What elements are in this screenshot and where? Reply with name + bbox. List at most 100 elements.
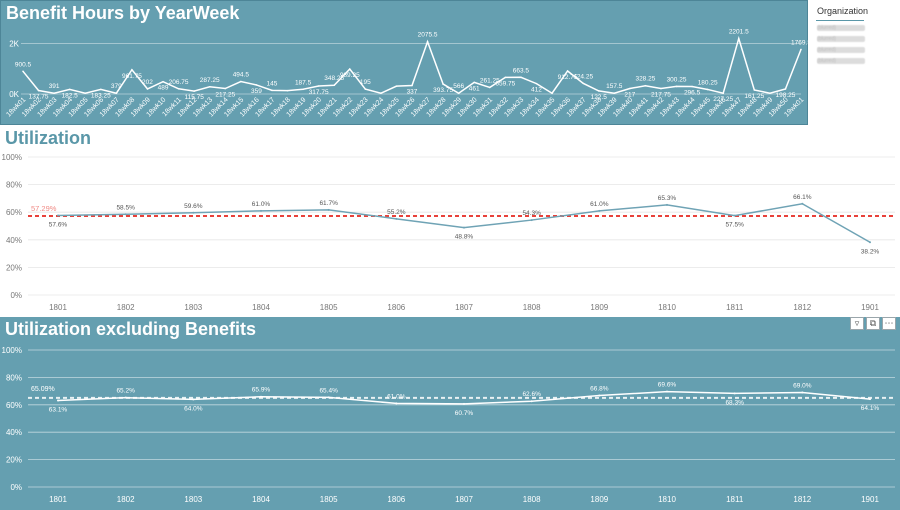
- y-tick-label: 2K: [9, 40, 19, 49]
- data-point: [380, 92, 382, 95]
- data-label: 157.5: [606, 83, 623, 90]
- data-point: [801, 391, 804, 394]
- data-label: 961.75: [122, 73, 142, 80]
- y-tick-label: 0K: [9, 90, 19, 99]
- data-point: [333, 84, 336, 87]
- data-point: [463, 402, 465, 405]
- slicer-item[interactable]: (blurred): [817, 58, 865, 64]
- data-label: 261.25: [480, 77, 500, 84]
- y-tick-label: 0%: [10, 483, 22, 492]
- data-point: [395, 217, 398, 220]
- data-label: 489: [158, 85, 169, 92]
- more-options-icon[interactable]: ⋯: [882, 317, 896, 330]
- data-point: [660, 87, 662, 90]
- data-point: [260, 209, 262, 212]
- data-point: [457, 92, 460, 95]
- data-label: 61.0%: [590, 201, 609, 208]
- data-label: 566: [453, 83, 464, 90]
- data-label: 57.5%: [725, 222, 744, 229]
- data-label: 217.75: [651, 92, 671, 99]
- data-label: 59.6%: [184, 203, 203, 210]
- x-tick-label: 1812: [793, 303, 811, 312]
- data-point: [100, 88, 102, 91]
- data-label: 663.5: [513, 67, 530, 74]
- data-point: [53, 92, 55, 95]
- data-label: 989.25: [340, 72, 360, 79]
- data-label: 348.25: [324, 75, 344, 82]
- data-point: [733, 214, 736, 217]
- x-tick-label: 1803: [184, 495, 202, 504]
- data-label: 659.75: [495, 80, 515, 87]
- data-label: 206.75: [169, 79, 189, 86]
- data-label: 461: [469, 85, 480, 92]
- data-point: [613, 92, 616, 95]
- data-point: [177, 87, 180, 90]
- visual-header: ▿ ⧉ ⋯: [850, 317, 896, 330]
- data-point: [530, 219, 533, 222]
- data-point: [597, 90, 600, 92]
- data-label: 198.25: [775, 92, 795, 99]
- data-label: 328.25: [635, 76, 655, 83]
- y-tick-label: 100%: [2, 153, 22, 162]
- reference-label: 57.29%: [31, 204, 57, 213]
- data-point: [442, 83, 444, 85]
- y-tick-label: 80%: [6, 181, 22, 190]
- data-label: 161.25: [744, 93, 764, 100]
- x-tick-label: 1809: [590, 303, 608, 312]
- data-point: [124, 213, 127, 216]
- data-point: [463, 226, 465, 229]
- filter-icon[interactable]: ▿: [850, 317, 864, 330]
- data-point: [489, 86, 491, 89]
- data-label: 65.3%: [658, 195, 677, 202]
- x-tick-label: 1807: [455, 303, 473, 312]
- data-point: [722, 92, 724, 95]
- data-point: [395, 85, 398, 87]
- y-tick-label: 100%: [2, 346, 22, 355]
- organization-slicer[interactable]: Organization (blurred) (blurred) (blurre…: [812, 0, 900, 125]
- data-label: 424.25: [573, 73, 593, 80]
- x-tick-label: 1807: [455, 495, 473, 504]
- data-label: 187.5: [295, 79, 312, 86]
- data-point: [395, 402, 398, 405]
- reference-label: 65.09%: [31, 386, 55, 393]
- data-point: [520, 76, 522, 79]
- data-point: [411, 84, 413, 87]
- utilization-chart-title: Utilization: [5, 128, 91, 148]
- data-label: 61.0%: [387, 393, 406, 400]
- benefit-chart-title: Benefit Hours by YearWeek: [6, 3, 240, 23]
- data-point: [473, 81, 476, 84]
- data-point: [691, 85, 693, 88]
- data-point: [57, 399, 59, 402]
- utilization-ex-chart[interactable]: 0% 20% 40% 60% 80% 100% 63.1% 65.2% 64.0% 65.9% 65…: [0, 317, 900, 510]
- data-point: [327, 396, 330, 399]
- x-tick-label: 1809: [590, 495, 608, 504]
- data-point: [146, 88, 149, 90]
- x-tick-label: 1811: [726, 495, 744, 504]
- focus-mode-icon[interactable]: ⧉: [866, 317, 880, 330]
- y-tick-label: 20%: [6, 456, 22, 465]
- data-label: 359: [251, 88, 262, 95]
- data-label: 391: [49, 83, 60, 90]
- data-point: [800, 48, 802, 51]
- data-point: [801, 202, 804, 205]
- data-label: 62.6%: [522, 391, 541, 398]
- data-label: 61.7%: [319, 200, 338, 207]
- data-point: [629, 87, 631, 90]
- data-point: [551, 92, 553, 95]
- data-point: [255, 84, 258, 86]
- slicer-item[interactable]: (blurred): [817, 36, 865, 42]
- data-point: [68, 88, 71, 91]
- slicer-item[interactable]: (blurred): [817, 25, 865, 31]
- data-point: [302, 88, 304, 91]
- utilization-chart[interactable]: 0% 20% 40% 60% 80% 100% 57.6% 58.5% 59.6% 61.0% 61…: [0, 126, 900, 316]
- benefit-hours-panel: Benefit Hours by YearWeek 0K 2K 900.5 137.7…: [0, 0, 811, 126]
- data-label: 63.1%: [49, 407, 68, 414]
- data-point: [286, 89, 289, 92]
- utilization-ex-chart-title: Utilization excluding Benefits: [5, 319, 257, 339]
- slicer-item[interactable]: (blurred): [817, 47, 865, 53]
- data-label: 122.5: [591, 94, 608, 101]
- y-tick-label: 80%: [6, 373, 22, 382]
- data-point: [37, 89, 40, 92]
- data-point: [192, 398, 195, 401]
